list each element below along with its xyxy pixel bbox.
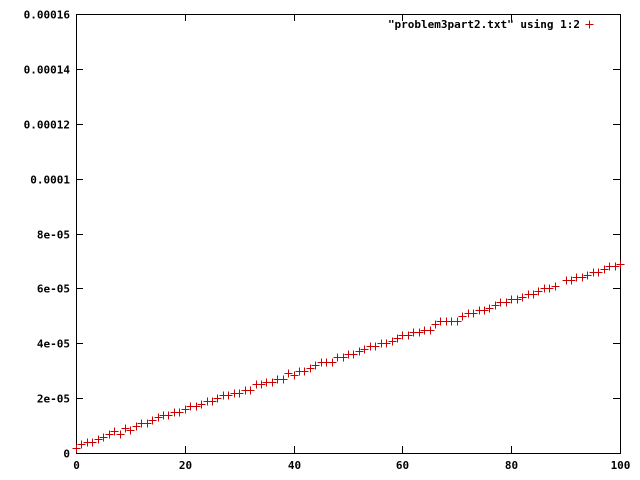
y-tick-label: 0.00016: [24, 9, 71, 22]
data-point: [578, 273, 587, 282]
y-tick-label: 4e-05: [37, 338, 70, 351]
data-point: [224, 391, 233, 400]
data-point: [426, 326, 435, 335]
data-point: [545, 284, 554, 293]
data-point: [360, 345, 369, 354]
x-tick-label: 80: [505, 459, 518, 472]
data-point: [491, 301, 500, 310]
data-point: [88, 438, 97, 447]
data-point: [279, 375, 288, 384]
data-point: [611, 262, 620, 271]
data-point: [306, 364, 315, 373]
data-point: [349, 350, 358, 359]
data-point: [257, 380, 266, 389]
data-point: [192, 402, 201, 411]
y-tick-label: 8e-05: [37, 229, 70, 242]
y-tick-label: 6e-05: [37, 283, 70, 296]
data-point: [518, 293, 527, 302]
data-point: [164, 411, 173, 420]
data-point: [235, 389, 244, 398]
data-point: [290, 371, 299, 380]
data-point: [485, 304, 494, 313]
data-point: [469, 309, 478, 318]
data-point: [268, 378, 277, 387]
data-point: [105, 430, 114, 439]
x-tick-label: 0: [73, 459, 80, 472]
data-point: [148, 416, 157, 425]
legend-marker: [585, 20, 594, 29]
data-point: [197, 400, 206, 409]
data-point: [181, 405, 190, 414]
data-point: [132, 422, 141, 431]
data-point: [110, 427, 119, 436]
data-point: [355, 347, 364, 356]
data-point: [94, 435, 103, 444]
data-point: [502, 298, 511, 307]
data-point: [213, 394, 222, 403]
x-tick-label: 60: [396, 459, 409, 472]
data-point: [371, 342, 380, 351]
data-point: [529, 290, 538, 299]
y-tick-label: 0.00012: [24, 119, 70, 132]
data-point: [311, 361, 320, 370]
data-point: [99, 433, 108, 442]
data-point: [453, 317, 462, 326]
y-tick-label: 0.0001: [30, 174, 70, 187]
data-point: [534, 287, 543, 296]
data-point: [339, 353, 348, 362]
data-point: [382, 339, 391, 348]
data-point: [143, 419, 152, 428]
data-point: [121, 424, 130, 433]
data-point: [208, 397, 217, 406]
y-tick-label: 0: [63, 448, 70, 461]
data-point: [328, 358, 337, 367]
x-tick-label: 100: [611, 459, 631, 472]
x-tick-label: 20: [179, 459, 192, 472]
legend: "problem3part2.txt" using 1:2: [388, 18, 594, 31]
y-axis: 0 2e-05 4e-05 6e-05 8e-05 0.0001 0.00012 0.0001…: [24, 9, 620, 461]
data-points: [72, 260, 625, 453]
data-point: [616, 260, 625, 269]
data-point: [126, 426, 135, 435]
data-point: [513, 295, 522, 304]
data-point: [116, 430, 125, 439]
data-point: [431, 320, 440, 329]
data-point: [480, 306, 489, 315]
data-point: [567, 276, 576, 285]
data-point: [72, 444, 81, 453]
data-point: [458, 312, 467, 321]
data-point: [246, 386, 255, 395]
data-point: [594, 268, 603, 277]
x-axis: 0 20 40 60 80 100: [73, 14, 630, 472]
data-point: [404, 331, 413, 340]
data-point: [300, 367, 309, 376]
legend-marker-symbol: [585, 20, 594, 29]
data-point: [175, 408, 184, 417]
data-point: [600, 265, 609, 274]
data-point: [393, 334, 402, 343]
legend-label: "problem3part2.txt" using 1:2: [388, 18, 580, 31]
x-tick-label: 40: [288, 459, 301, 472]
data-point: [583, 271, 592, 280]
data-point: [415, 328, 424, 337]
data-point: [551, 282, 560, 291]
data-point: [388, 337, 397, 346]
data-point: [77, 440, 86, 449]
data-point: [284, 369, 293, 378]
y-tick-label: 0.00014: [24, 64, 71, 77]
y-tick-label: 2e-05: [37, 393, 70, 406]
data-point: [154, 413, 163, 422]
